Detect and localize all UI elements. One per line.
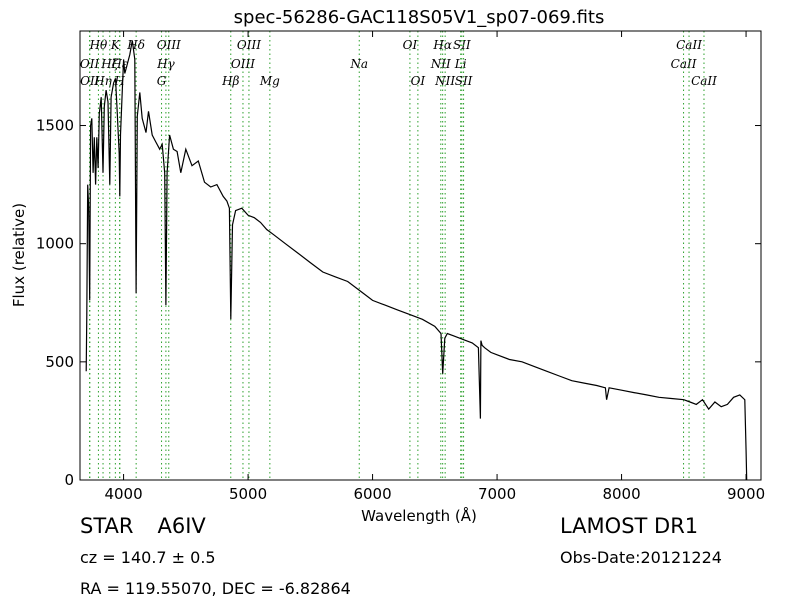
line-marker-label: OIII bbox=[231, 57, 255, 71]
x-axis-label: Wavelength (Å) bbox=[361, 506, 477, 525]
subclass-label: A6IV bbox=[157, 514, 206, 538]
line-marker-label: OIII bbox=[237, 38, 261, 52]
y-tick-label: 1000 bbox=[36, 235, 74, 253]
coordinates-text: RA = 119.55070, DEC = -6.82864 bbox=[80, 579, 351, 598]
line-marker-label: Hθ bbox=[89, 38, 108, 52]
line-marker-label: Hδ bbox=[126, 38, 145, 52]
line-marker-label: Hη bbox=[93, 74, 112, 88]
line-marker-label: SII bbox=[455, 74, 473, 88]
plot-frame bbox=[79, 30, 762, 481]
object-classification: STAR A6IV bbox=[80, 514, 206, 538]
line-marker-label: Hα bbox=[432, 38, 452, 52]
line-marker-label: Li bbox=[454, 57, 467, 71]
line-marker-label: CaII bbox=[691, 74, 717, 88]
line-marker-label: Na bbox=[349, 57, 368, 71]
line-markers: OIIOIIHθHηHζKHHεHδGHγOIIIHβOIIIOIIIMgNaO… bbox=[80, 31, 717, 480]
x-tick-label: 7000 bbox=[478, 485, 516, 503]
line-marker-label: K bbox=[110, 38, 121, 52]
y-tick-label: 500 bbox=[45, 353, 74, 371]
class-label: STAR bbox=[80, 514, 134, 538]
chart-title: spec-56286-GAC118S05V1_sp07-069.fits bbox=[234, 7, 605, 28]
line-marker-label: G bbox=[157, 74, 167, 88]
y-axis-label: Flux (relative) bbox=[10, 203, 28, 307]
x-tick-label: 5000 bbox=[229, 485, 267, 503]
observation-date: Obs-Date:20121224 bbox=[560, 548, 722, 567]
x-tick-label: 6000 bbox=[353, 485, 391, 503]
line-marker-label: Mg bbox=[259, 74, 280, 88]
line-marker-label: CaII bbox=[676, 38, 702, 52]
line-marker-label: NII bbox=[430, 57, 451, 71]
line-marker-label: OI bbox=[403, 38, 418, 52]
x-tick-label: 8000 bbox=[602, 485, 640, 503]
x-tick-label: 9000 bbox=[727, 485, 765, 503]
redshift-text: cz = 140.7 ± 0.5 bbox=[80, 548, 216, 567]
line-marker-label: NII bbox=[434, 74, 455, 88]
x-tick-label: 4000 bbox=[104, 485, 142, 503]
line-marker-label: CaII bbox=[671, 57, 697, 71]
line-marker-label: SII bbox=[453, 38, 471, 52]
line-marker-label: OI bbox=[411, 74, 426, 88]
line-marker-label: OII bbox=[80, 74, 100, 88]
line-marker-label: Hγ bbox=[156, 57, 175, 71]
survey-name: LAMOST DR1 bbox=[560, 514, 699, 538]
y-tick-label: 0 bbox=[64, 471, 74, 489]
y-tick-label: 1500 bbox=[36, 117, 74, 135]
line-marker-label: Hβ bbox=[221, 74, 239, 88]
axis-ticks: 4000 5000 6000 7000 8000 9000 0 500 1000 1500 bbox=[36, 31, 765, 503]
spectrum-trace bbox=[85, 40, 748, 481]
line-marker-label: OIII bbox=[157, 38, 181, 52]
spectrum-line bbox=[85, 40, 748, 481]
